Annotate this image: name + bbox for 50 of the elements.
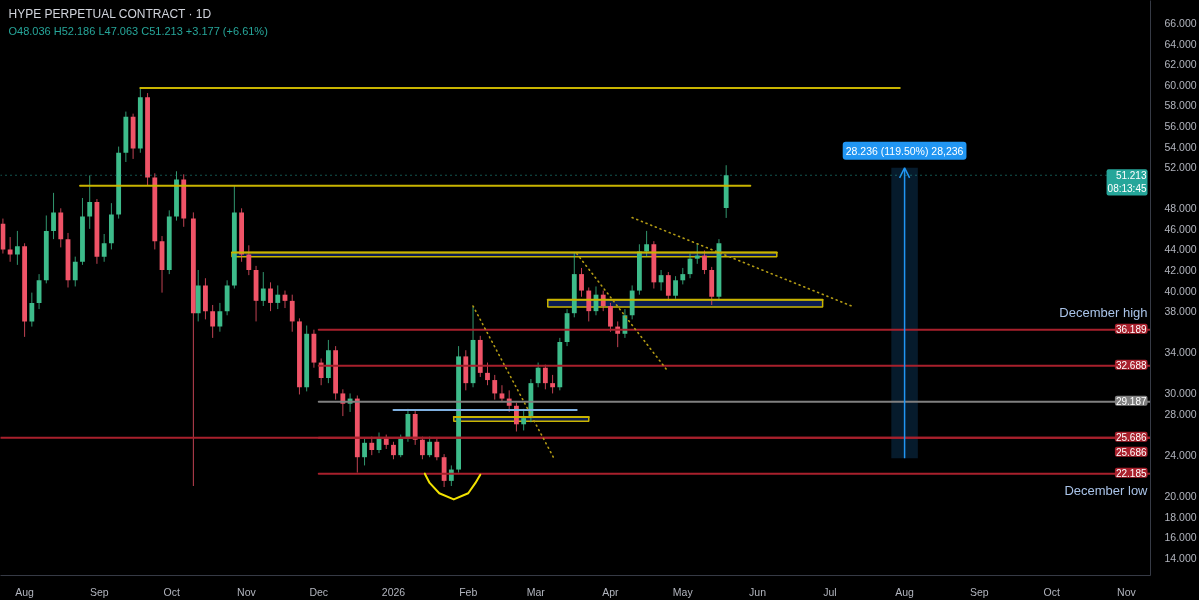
x-tick-label: Aug (15, 585, 35, 598)
x-tick-label: Jun (749, 585, 767, 598)
y-tick-label: 30.000 (1164, 387, 1197, 400)
y-tick-label: 18.000 (1164, 510, 1197, 523)
y-tick-label: 20.000 (1164, 490, 1197, 503)
y-tick-label: 56.000 (1164, 119, 1197, 132)
x-tick-label: Nov (1117, 585, 1137, 598)
data-label: 32.688 (1115, 359, 1147, 371)
y-tick-label: 14.000 (1164, 552, 1197, 565)
x-tick-label: Sep (90, 585, 109, 598)
series-label: December high (1059, 305, 1148, 321)
x-tick-label: Dec (309, 585, 329, 598)
legend-label: December low (1064, 483, 1149, 499)
ref-line-label: 51.213 08:13:45 (1107, 170, 1147, 195)
x-tick-label: Apr (602, 585, 620, 598)
y-tick-label: 62.000 (1164, 58, 1197, 71)
x-tick-label: Oct (163, 585, 180, 598)
y-tick-label: 40.000 (1164, 284, 1197, 297)
y-tick-label: 44.000 (1164, 243, 1197, 256)
x-tick-label: Mar (526, 585, 546, 598)
y-tick-label: 58.000 (1164, 99, 1197, 112)
y-tick-label: 46.000 (1164, 222, 1197, 235)
x-tick-label: Aug (895, 585, 915, 598)
y-tick-label: 66.000 (1164, 17, 1197, 30)
x-tick-label: May (672, 585, 694, 598)
data-label: 29.187 (1115, 395, 1147, 407)
text: O48.036 H52.186 L47.063 C51.213 +3.177 (+6.61%) (8, 24, 268, 37)
data-label: 25.686 (1115, 431, 1147, 443)
data-label: 36.189 (1115, 323, 1147, 335)
x-tick-label: Sep (969, 585, 989, 598)
x-tick-label: Jul (823, 585, 837, 598)
data-label: 25.686 (1115, 446, 1147, 458)
y-tick-label: 48.000 (1164, 202, 1197, 215)
y-tick-label: 24.000 (1164, 449, 1197, 462)
y-tick-label: 16.000 (1164, 531, 1197, 544)
text: HYPE PERPETUAL CONTRACT · 1D (8, 6, 212, 21)
y-tick-label: 60.000 (1164, 78, 1197, 91)
y-tick-label: 38.000 (1164, 305, 1197, 318)
y-tick-label: 42.000 (1164, 264, 1197, 276)
data-label: 28.236 (119.50%) 28,236 (845, 144, 964, 157)
y-tick-label: 34.000 (1164, 346, 1197, 359)
x-tick-label: 2026 (381, 585, 406, 598)
y-tick-label: 64.000 (1164, 37, 1197, 50)
y-tick-label: 54.000 (1164, 140, 1197, 153)
x-tick-label: Feb (459, 585, 478, 598)
y-tick-label: 28.000 (1164, 408, 1197, 421)
y-tick-label: 52.000 (1164, 161, 1197, 174)
x-tick-label: Oct (1043, 585, 1060, 598)
x-tick-label: Nov (237, 585, 257, 598)
data-label: 22.185 (1115, 467, 1147, 479)
